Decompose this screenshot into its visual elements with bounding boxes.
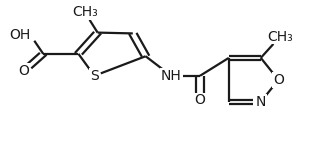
Text: O: O: [195, 93, 205, 107]
Text: O: O: [19, 64, 29, 78]
Text: NH: NH: [161, 69, 181, 83]
Text: CH₃: CH₃: [72, 5, 98, 19]
Text: OH: OH: [9, 28, 30, 42]
Text: S: S: [90, 69, 99, 83]
Text: N: N: [256, 95, 266, 109]
Text: CH₃: CH₃: [267, 30, 293, 44]
Text: O: O: [273, 73, 284, 87]
